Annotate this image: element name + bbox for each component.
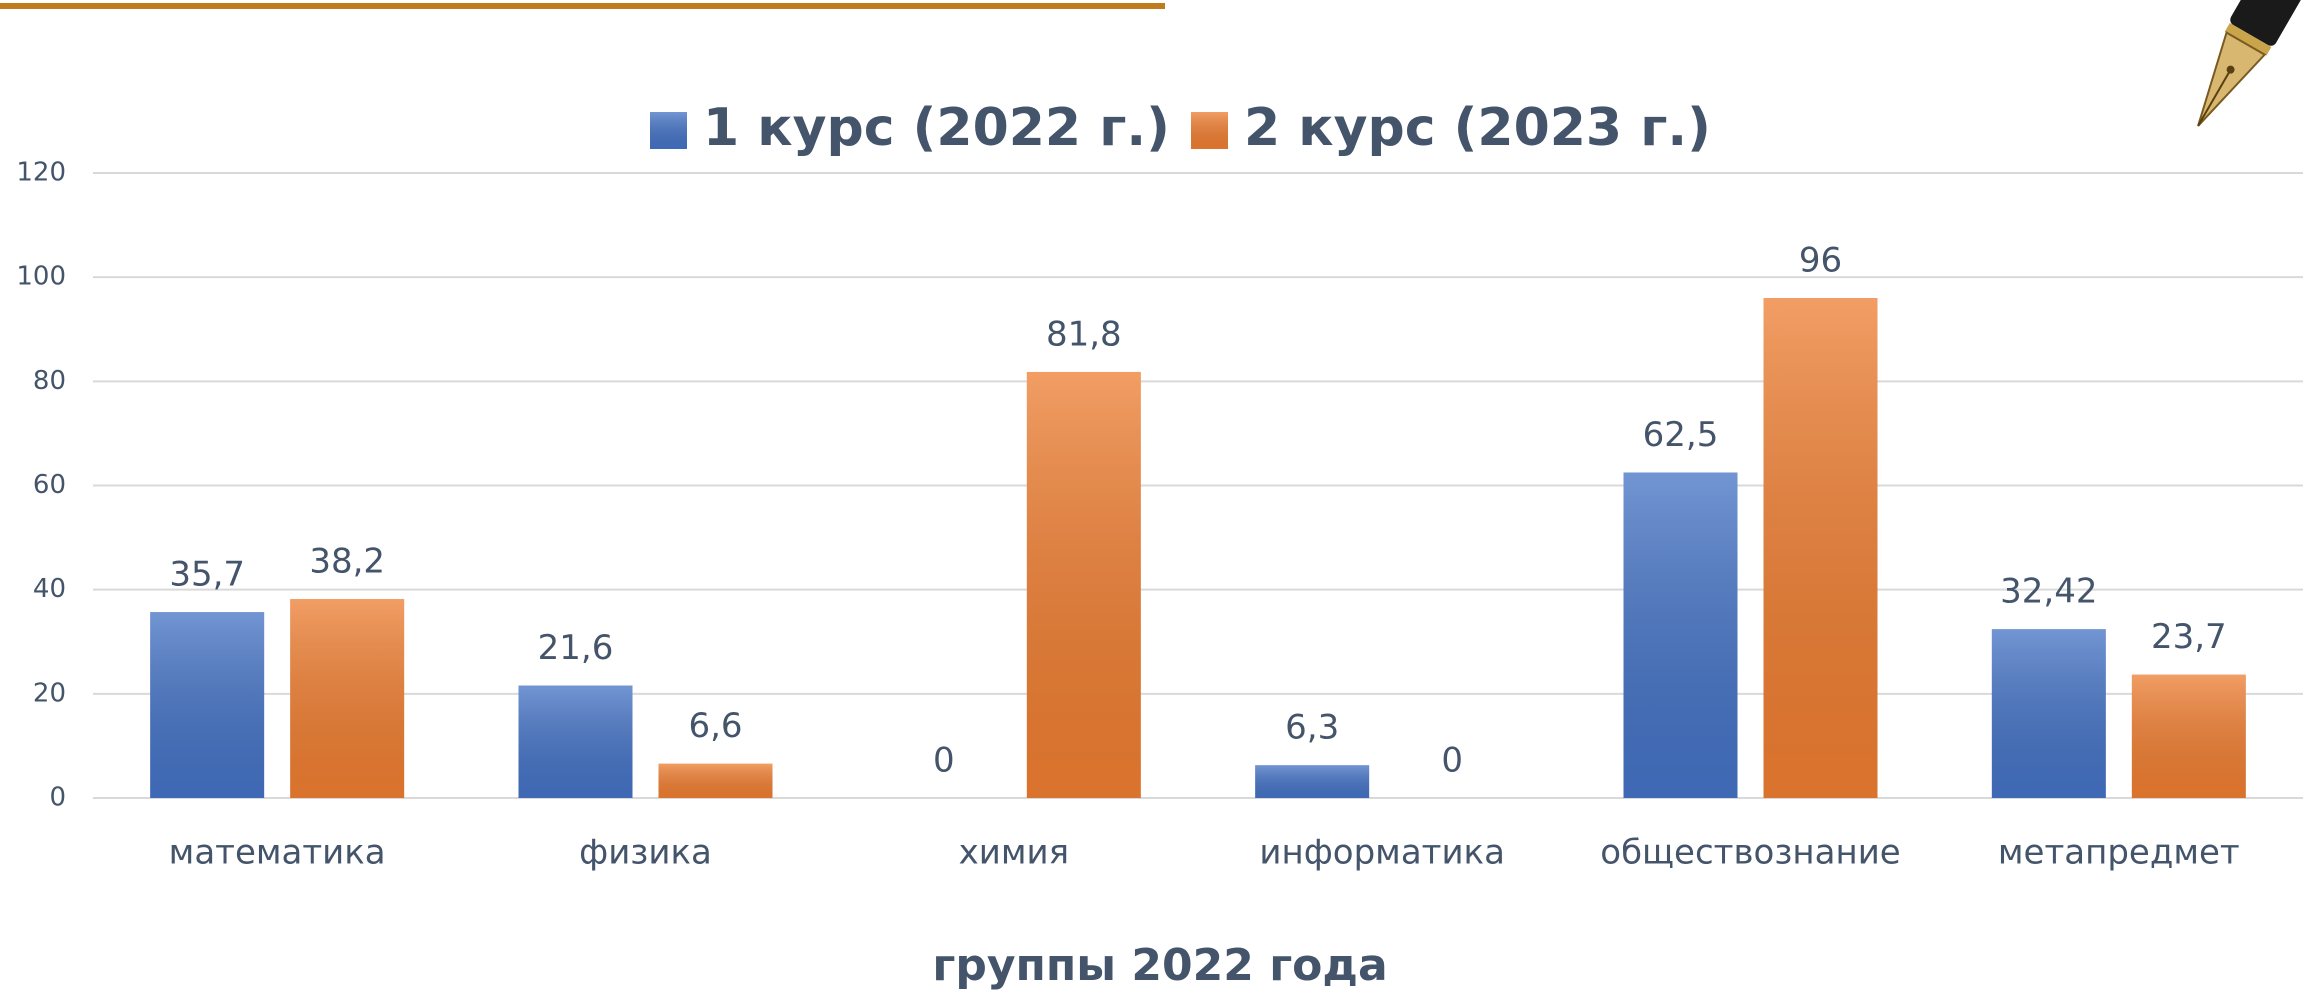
y-tick-label: 80 bbox=[33, 366, 66, 396]
bar-shine bbox=[1255, 765, 1369, 798]
bar-shine bbox=[2132, 675, 2246, 798]
data-label: 23,7 bbox=[2151, 617, 2227, 657]
bar-shine bbox=[1764, 298, 1878, 798]
legend-swatch-shine bbox=[650, 112, 687, 149]
y-tick-label: 100 bbox=[16, 262, 66, 292]
bar-shine bbox=[1624, 472, 1738, 798]
bar-shine bbox=[1992, 629, 2106, 798]
data-label: 96 bbox=[1799, 241, 1842, 281]
x-axis-title: группы 2022 года bbox=[932, 940, 1387, 991]
x-tick-label: химия bbox=[959, 833, 1069, 873]
chart: группы 2022 года 0 20 40 60 80 100 120 1 курс (… bbox=[0, 0, 2318, 993]
x-tick-label: информатика bbox=[1259, 833, 1505, 873]
x-tick-label: математика bbox=[169, 833, 386, 873]
header-rule bbox=[0, 3, 1165, 9]
y-tick-label: 120 bbox=[16, 158, 66, 188]
pen-icon bbox=[2176, 0, 2309, 139]
page: {"chart_data": {"type": "bar", "x_label"… bbox=[0, 0, 2318, 993]
data-label: 0 bbox=[933, 741, 955, 781]
y-tick-label: 0 bbox=[49, 783, 66, 813]
legend-swatch-shine bbox=[1191, 112, 1228, 149]
y-tick-label: 20 bbox=[33, 678, 66, 708]
bar-shine bbox=[519, 686, 633, 799]
data-label: 38,2 bbox=[309, 542, 385, 582]
bar-shine bbox=[150, 612, 264, 798]
legend-label: 1 курс (2022 г.) bbox=[703, 98, 1170, 158]
bar-shine bbox=[290, 599, 404, 798]
bar-shine bbox=[1027, 372, 1141, 798]
data-label: 81,8 bbox=[1046, 314, 1122, 354]
x-tick-label: метапредмет bbox=[1998, 833, 2240, 873]
legend-label: 2 курс (2023 г.) bbox=[1244, 98, 1711, 158]
data-label: 62,5 bbox=[1643, 415, 1719, 455]
x-tick-label: обществознание bbox=[1600, 833, 1900, 873]
bar-shine bbox=[659, 764, 773, 798]
data-label: 35,7 bbox=[169, 555, 245, 595]
y-tick-label: 60 bbox=[33, 470, 66, 500]
data-label: 6,3 bbox=[1285, 708, 1339, 748]
data-label: 32,42 bbox=[2000, 572, 2097, 612]
data-label: 6,6 bbox=[688, 706, 742, 746]
data-label: 0 bbox=[1441, 741, 1463, 781]
data-label: 21,6 bbox=[538, 628, 614, 668]
x-tick-label: физика bbox=[579, 833, 712, 873]
y-tick-label: 40 bbox=[33, 574, 66, 604]
